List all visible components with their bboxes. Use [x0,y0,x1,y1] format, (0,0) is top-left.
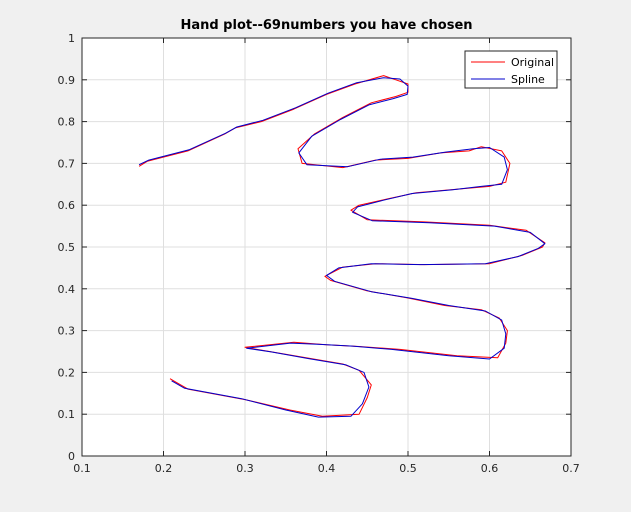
legend-label-original: Original [511,56,554,69]
y-tick-label: 0.7 [58,157,76,170]
y-tick-label: 0.2 [58,366,76,379]
series-line-original [138,75,546,417]
x-tick-label: 0.2 [155,462,173,475]
x-tick-label: 0.4 [318,462,336,475]
y-tick-label: 0.9 [58,74,76,87]
plot-lines [138,75,546,418]
y-tick-label: 0.3 [58,325,76,338]
x-tick-label: 0.1 [73,462,91,475]
y-tick-label: 0.5 [58,241,76,254]
x-tick-label: 0.3 [236,462,254,475]
x-tick-label: 0.7 [562,462,580,475]
y-tick-label: 1 [68,32,75,45]
chart-title: Hand plot--69numbers you have chosen [180,18,472,33]
series-line-spline [138,77,546,418]
legend: Original Spline [464,50,558,89]
y-tick-label: 0.1 [58,408,76,421]
x-tick-label: 0.5 [399,462,417,475]
x-tick-label: 0.6 [481,462,499,475]
y-tick-label: 0.8 [58,116,76,129]
legend-label-spline: Spline [511,73,545,86]
y-tick-label: 0.6 [58,199,76,212]
y-tick-label: 0.4 [58,283,76,296]
axis-ticks: 0.1 0.2 0.3 0.4 0.5 0.6 0.700.10.20.30.40.50.6… [58,32,580,475]
y-tick-label: 0 [68,450,75,463]
legend-box [464,50,558,89]
